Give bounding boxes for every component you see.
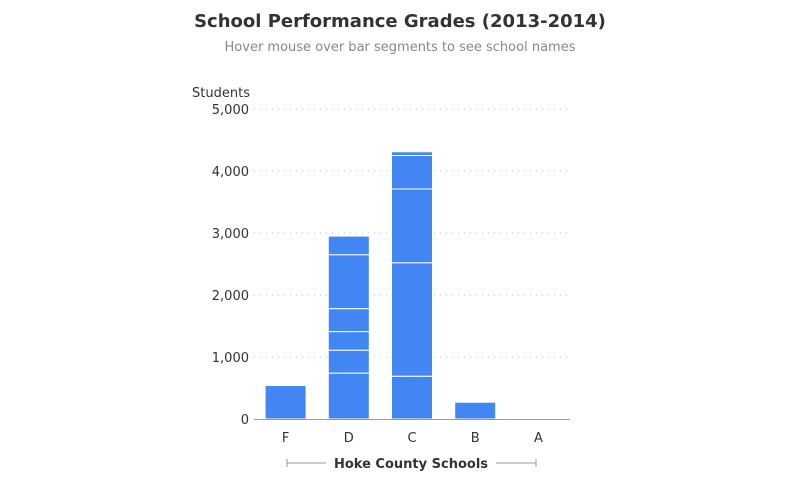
- bar-segment-D-3[interactable]: [327, 331, 370, 351]
- bar-segment-F-1[interactable]: [264, 385, 307, 420]
- y-tick-label-3000: 3,000: [212, 227, 249, 242]
- chart-title: School Performance Grades (2013-2014): [194, 11, 606, 32]
- x-tick-label-F: F: [282, 431, 289, 446]
- chart-subtitle: Hover mouse over bar segments to see sch…: [225, 40, 576, 55]
- bar-segment-C-5[interactable]: [391, 151, 433, 156]
- x-tick-label-C: C: [407, 431, 416, 446]
- x-tick-label-A: A: [534, 431, 543, 446]
- bar-segment-D-4[interactable]: [327, 308, 370, 333]
- bar-segment-C-3[interactable]: [391, 188, 433, 264]
- bar-group-D: [327, 235, 370, 420]
- y-tick-label-4000: 4,000: [212, 165, 249, 180]
- bar-segment-D-1[interactable]: [327, 372, 370, 420]
- x-tick-label-D: D: [344, 431, 354, 446]
- bar-group-C: [391, 151, 433, 420]
- x-tick-label-B: B: [471, 431, 480, 446]
- bar-group-F: [264, 385, 307, 420]
- bar-segment-D-6[interactable]: [327, 235, 370, 256]
- y-axis-title: Students: [192, 86, 250, 101]
- bar-segment-D-2[interactable]: [327, 349, 370, 374]
- bars: [264, 151, 497, 420]
- y-tick-label-5000: 5,000: [212, 103, 249, 118]
- y-tick-label-1000: 1,000: [212, 351, 249, 366]
- y-axis-ticks: 0 1,000 2,000 3,000 4,000 5,000: [212, 103, 249, 428]
- bar-segment-C-2[interactable]: [391, 262, 433, 377]
- x-axis-title: Hoke County Schools: [334, 457, 488, 472]
- bar-segment-C-4[interactable]: [391, 155, 433, 190]
- y-tick-label-0: 0: [241, 413, 249, 428]
- bar-group-B: [454, 401, 497, 420]
- y-tick-label-2000: 2,000: [212, 289, 249, 304]
- x-axis-title-group: Hoke County Schools: [286, 457, 537, 472]
- bar-segment-D-5[interactable]: [327, 254, 370, 310]
- bar-segment-B-1[interactable]: [454, 401, 497, 420]
- bar-segment-C-1[interactable]: [391, 375, 433, 420]
